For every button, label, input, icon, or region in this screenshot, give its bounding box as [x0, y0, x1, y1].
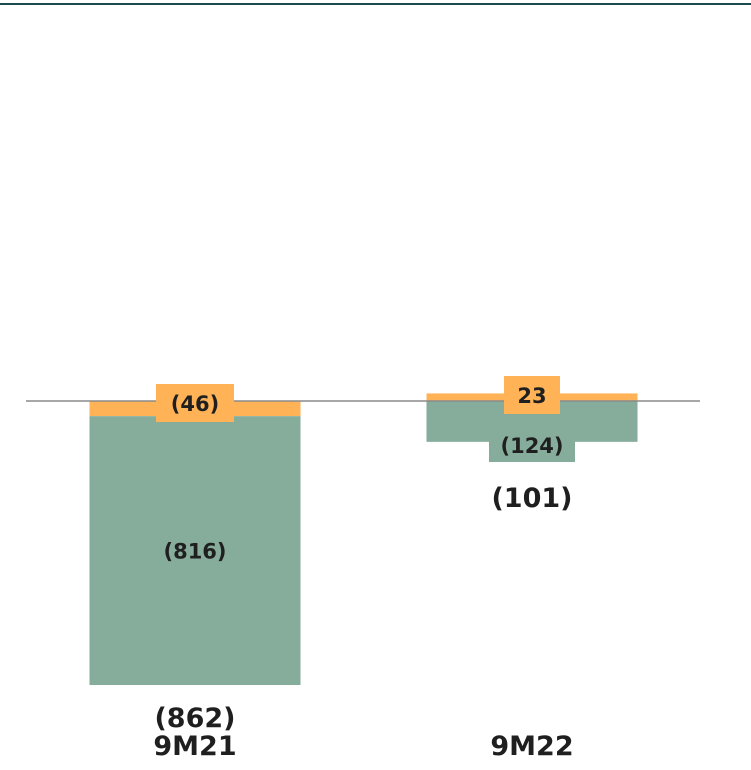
total-value-label-9m22: (101) [491, 483, 572, 514]
category-label-9m22: 9M22 [490, 731, 573, 762]
orange-label-box-9m22 [504, 376, 560, 414]
labels-group: (816) (46) (862)9M21 (124) 23 (101) 9M22 [153, 376, 575, 762]
green-segment-9m21 [89, 416, 301, 686]
bars-group [89, 393, 638, 686]
orange-value-label-9m22: 23 [517, 384, 546, 408]
green-value-label-9m21: (816) [163, 540, 226, 564]
orange-value-label-9m21: (46) [171, 392, 219, 416]
category-label-9m21: 9M21 [153, 731, 236, 762]
green-label-box-9m22 [489, 426, 575, 462]
green-value-label-9m22: (124) [500, 434, 563, 458]
total-value-label-9m21: (862) [154, 703, 235, 734]
orange-label-box-9m21 [156, 384, 234, 422]
